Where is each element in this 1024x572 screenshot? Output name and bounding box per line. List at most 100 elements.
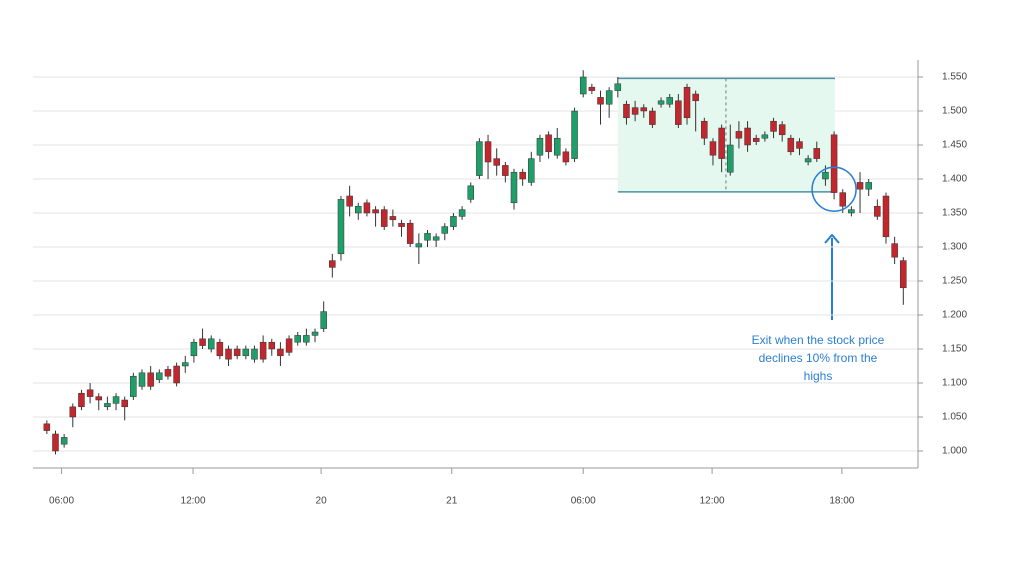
- candle-body: [320, 311, 327, 329]
- candle-body: [406, 222, 414, 244]
- candle-body: [441, 226, 449, 234]
- candle-body: [303, 335, 310, 343]
- candle-body: [476, 141, 483, 176]
- candle-body: [528, 158, 535, 183]
- candle-body: [337, 199, 345, 255]
- x-tick-label: 06:00: [571, 496, 596, 507]
- x-tick-label: 12:00: [700, 496, 725, 507]
- candle-body: [692, 93, 699, 102]
- candle-body: [796, 141, 803, 149]
- candle-body: [545, 134, 552, 153]
- candle-body: [718, 127, 725, 159]
- candle-body: [415, 243, 423, 248]
- candle-body: [78, 392, 85, 408]
- candle-body: [458, 209, 466, 217]
- y-tick-label: 1.100: [942, 378, 967, 389]
- candle-body: [848, 209, 855, 214]
- annotation-circle: [811, 166, 857, 212]
- candle-body: [882, 195, 890, 238]
- y-tick-label: 1.200: [942, 310, 967, 321]
- candle-body: [683, 86, 691, 119]
- candle-body: [69, 406, 77, 418]
- y-tick-label: 1.550: [942, 72, 967, 83]
- candle-body: [346, 195, 353, 207]
- annotation-text: Exit when the stock price: [752, 333, 885, 347]
- candle-body: [268, 341, 276, 350]
- candle-body: [770, 120, 777, 132]
- candle-body: [130, 375, 137, 397]
- candle-body: [839, 192, 846, 207]
- candle-body: [329, 260, 336, 268]
- candle-body: [735, 131, 743, 139]
- candle-body: [536, 137, 544, 156]
- candle-body: [259, 341, 267, 360]
- candle-body: [432, 236, 440, 241]
- candle-body: [121, 399, 128, 408]
- candle-body: [744, 127, 751, 146]
- candle-body: [242, 348, 250, 357]
- x-tick-label: 06:00: [49, 496, 74, 507]
- x-tick-label: 18:00: [829, 496, 854, 507]
- candle-body: [614, 83, 622, 91]
- candle-body: [830, 134, 838, 193]
- candle-body: [225, 348, 232, 360]
- y-tick-label: 1.500: [942, 106, 967, 117]
- candle-body: [666, 97, 673, 105]
- candle-body: [43, 423, 51, 431]
- candle-body: [104, 403, 111, 408]
- candle-body: [588, 86, 596, 91]
- x-tick-label: 21: [446, 496, 458, 507]
- annotation-text: highs: [804, 369, 833, 383]
- candle-body: [311, 331, 319, 336]
- candle-body: [900, 260, 907, 289]
- candle-body: [207, 338, 215, 350]
- candle-body: [372, 209, 379, 214]
- candle-body: [813, 148, 821, 159]
- candle-body: [138, 372, 146, 387]
- candle-body: [675, 100, 682, 125]
- candle-body: [787, 137, 795, 153]
- candle-body: [510, 171, 518, 204]
- candle-body: [285, 338, 293, 353]
- candle-body: [640, 107, 648, 112]
- candle-body: [856, 182, 864, 190]
- candle-body: [294, 335, 301, 343]
- candle-body: [233, 348, 241, 357]
- candle-body: [355, 205, 362, 214]
- candle-body: [156, 372, 163, 380]
- candle-body: [380, 209, 388, 227]
- candle-body: [251, 348, 258, 360]
- candle-body: [761, 134, 769, 139]
- candle-body: [182, 362, 189, 367]
- candle-body: [709, 141, 717, 156]
- candle-body: [424, 233, 431, 241]
- candle-body: [657, 100, 665, 105]
- candle-body: [623, 103, 630, 119]
- candle-body: [484, 141, 492, 163]
- candle-body: [579, 76, 587, 95]
- candle-body: [467, 185, 474, 200]
- candle-body: [502, 165, 509, 176]
- candle-body: [891, 243, 898, 258]
- y-tick-label: 1.000: [942, 446, 967, 457]
- candle-body: [649, 110, 656, 125]
- candle-body: [164, 369, 172, 377]
- candle-body: [519, 171, 526, 180]
- x-tick-label: 12:00: [181, 496, 206, 507]
- candle-body: [804, 158, 812, 163]
- candle-body: [752, 137, 760, 142]
- y-tick-label: 1.450: [942, 140, 967, 151]
- x-tick-label: 20: [316, 496, 328, 507]
- candle-body: [60, 437, 68, 445]
- candle-body: [701, 120, 708, 139]
- candle-body: [631, 107, 639, 115]
- y-tick-label: 1.300: [942, 242, 967, 253]
- candle-body: [95, 396, 102, 401]
- y-tick-label: 1.150: [942, 344, 967, 355]
- candle-body: [493, 158, 500, 166]
- y-tick-label: 1.250: [942, 276, 967, 287]
- candle-body: [597, 97, 604, 105]
- candle-body: [86, 389, 94, 397]
- candle-body: [874, 205, 881, 217]
